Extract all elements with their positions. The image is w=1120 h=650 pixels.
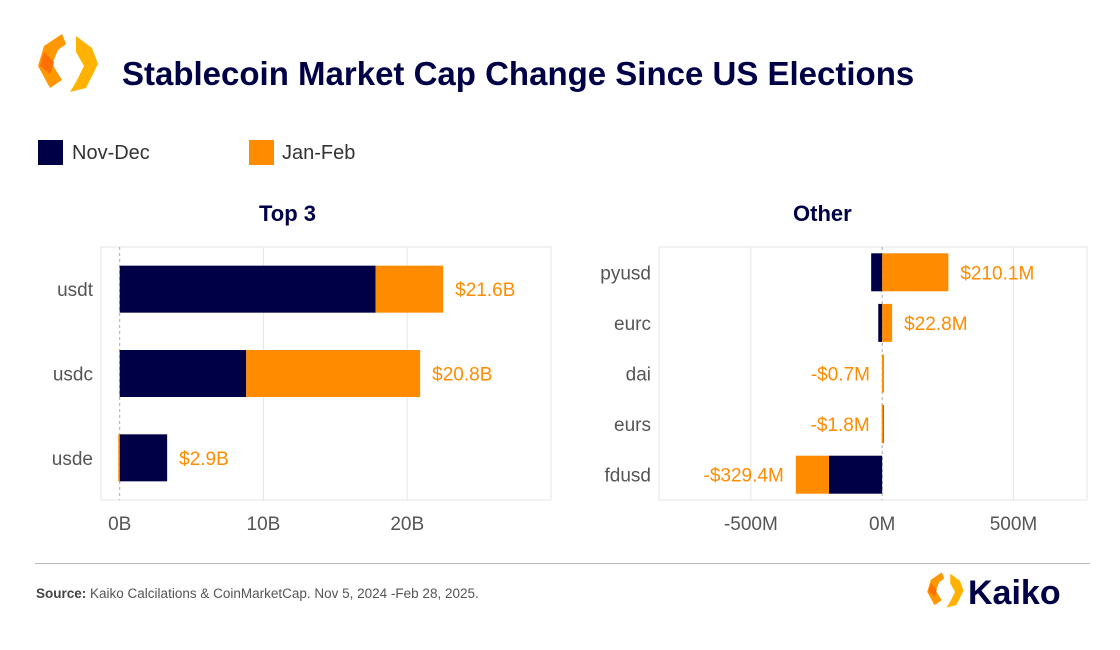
- brand-name: Kaiko: [968, 574, 1061, 612]
- bar-usde-nov-dec: [119, 434, 168, 482]
- data-label-eurs: -$1.8M: [811, 415, 870, 436]
- subchart-title-top3: Top 3: [259, 201, 317, 226]
- data-label-dai: -$0.7M: [811, 365, 870, 386]
- x-tick-label: 500M: [990, 514, 1038, 535]
- bar-pyusd-jan-feb: [882, 253, 949, 292]
- legend-swatch-jan-feb: [249, 140, 274, 165]
- plot-area: [658, 246, 1088, 501]
- x-tick-label: 10B: [247, 514, 281, 535]
- x-tick-label: 20B: [390, 514, 424, 535]
- source-text: Kaiko Calcilations & CoinMarketCap. Nov …: [90, 586, 479, 601]
- legend-swatch-nov-dec: [38, 140, 63, 165]
- bar-eurc-nov-dec: [878, 303, 883, 342]
- x-tick-label: 0M: [869, 514, 895, 535]
- data-label-eurc: $22.8M: [904, 314, 967, 335]
- legend-label-nov-dec: Nov-Dec: [72, 142, 150, 164]
- category-label-fdusd: fdusd: [605, 466, 651, 487]
- bar-usdc-nov-dec: [119, 350, 247, 397]
- category-label-pyusd: pyusd: [600, 263, 651, 284]
- data-label-usdc: $20.8B: [432, 365, 492, 386]
- footer-divider: [35, 563, 1090, 564]
- legend-label-jan-feb: Jan-Feb: [282, 142, 356, 164]
- bar-usdt-jan-feb: [375, 265, 444, 313]
- bar-usdt-nov-dec: [119, 265, 376, 313]
- source-note: Source: Kaiko Calcilations & CoinMarketC…: [36, 586, 479, 601]
- plot-area: [100, 246, 552, 501]
- source-label: Source:: [36, 586, 87, 601]
- bar-pyusd-nov-dec: [871, 253, 883, 292]
- data-label-usdt: $21.6B: [455, 280, 515, 301]
- category-label-dai: dai: [626, 365, 651, 386]
- category-label-usde: usde: [52, 449, 93, 470]
- x-tick-label: 0B: [108, 514, 131, 535]
- bar-dai-jan-feb: [882, 354, 884, 393]
- bar-fdusd-nov-dec: [828, 455, 883, 494]
- chart-title: Stablecoin Market Cap Change Since US El…: [122, 55, 915, 92]
- bar-fdusd-jan-feb: [795, 455, 829, 494]
- bar-usdc-jan-feb: [246, 350, 421, 397]
- bar-eurc-jan-feb: [882, 303, 893, 342]
- category-label-usdc: usdc: [53, 365, 93, 386]
- category-label-eurs: eurs: [614, 415, 651, 436]
- data-label-fdusd: -$329.4M: [704, 466, 784, 487]
- x-tick-label: -500M: [724, 514, 778, 535]
- category-label-eurc: eurc: [614, 314, 651, 335]
- subchart-title-other: Other: [793, 201, 852, 226]
- data-label-usde: $2.9B: [179, 449, 229, 470]
- data-label-pyusd: $210.1M: [960, 263, 1034, 284]
- bar-eurs-jan-feb: [881, 405, 884, 444]
- kaiko-logo-icon: [38, 34, 98, 92]
- kaiko-footer-logo-icon: [927, 572, 964, 608]
- bar-usde-jan-feb: [118, 434, 120, 482]
- category-label-usdt: usdt: [57, 280, 94, 301]
